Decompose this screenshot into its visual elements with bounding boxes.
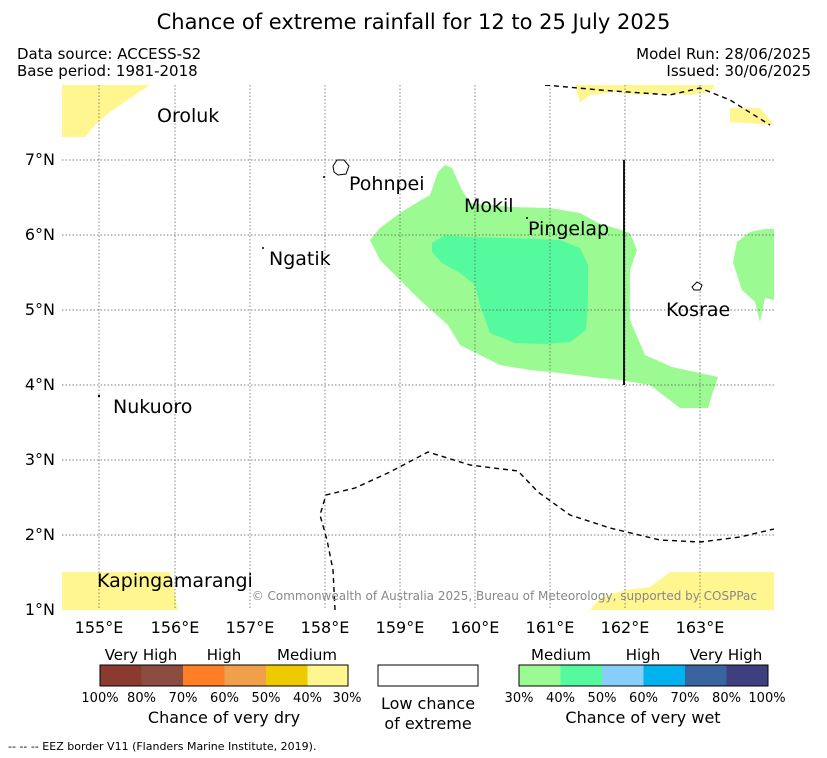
legend-dry-swatch bbox=[224, 665, 266, 686]
legend-dry-very-high: Very High bbox=[105, 646, 178, 664]
dry-region-northwest bbox=[62, 85, 150, 137]
legend-dry-swatch bbox=[100, 665, 142, 686]
lon-label: 162°E bbox=[601, 618, 650, 637]
legend-wet-title: Chance of very wet bbox=[565, 708, 720, 727]
lat-label: 7°N bbox=[25, 150, 55, 169]
dry-region-southwest bbox=[62, 572, 178, 610]
lat-label: 4°N bbox=[25, 375, 55, 394]
dry-region-northeast bbox=[575, 85, 715, 103]
mokil-dot bbox=[526, 217, 528, 219]
legend-dry-swatch bbox=[183, 665, 225, 686]
legend-dry-pct: 30% bbox=[333, 691, 362, 706]
lat-label: 3°N bbox=[25, 450, 55, 469]
legend-dry-pct: 70% bbox=[169, 691, 198, 706]
lon-label: 160°E bbox=[451, 618, 500, 637]
place-oroluk: Oroluk bbox=[157, 105, 219, 127]
legend-dry-pct: 40% bbox=[293, 691, 322, 706]
legend-low-line1: Low chance bbox=[381, 694, 475, 713]
lat-label: 6°N bbox=[25, 225, 55, 244]
longitude-labels: 155°E 156°E 157°E 158°E 159°E 160°E 161°… bbox=[75, 618, 725, 637]
legend-dry-swatch bbox=[141, 665, 183, 686]
model-run-text: Model Run: 28/06/2025 bbox=[636, 45, 811, 63]
legend-wet-pct: 100% bbox=[748, 691, 785, 706]
lon-label: 155°E bbox=[75, 618, 124, 637]
lon-label: 156°E bbox=[151, 618, 200, 637]
dry-region-east-small bbox=[730, 108, 774, 125]
legend-low: Low chance of extreme bbox=[377, 664, 479, 733]
wet-region-40pct bbox=[432, 235, 588, 344]
legend-dry-high: High bbox=[207, 646, 241, 664]
legend-wet-medium: Medium bbox=[531, 646, 591, 664]
legend-wet-pct: 80% bbox=[712, 691, 741, 706]
legend-dry-frame bbox=[99, 664, 349, 687]
place-ngatik: Ngatik bbox=[269, 248, 331, 270]
pohnpei-island bbox=[332, 159, 350, 176]
issued-text: Issued: 30/06/2025 bbox=[666, 62, 811, 80]
legend-wet-pct: 40% bbox=[546, 691, 575, 706]
legend-wet-high: High bbox=[626, 646, 660, 664]
lat-label: 2°N bbox=[25, 525, 55, 544]
dry-region-southeast bbox=[590, 572, 774, 610]
place-kapingamarangi: Kapingamarangi bbox=[97, 570, 253, 592]
data-source-text: Data source: ACCESS-S2 bbox=[17, 45, 202, 63]
legend-wet-pct: 50% bbox=[588, 691, 617, 706]
meta-left: Data source: ACCESS-S2 Base period: 1981… bbox=[17, 46, 201, 80]
eez-borders bbox=[319, 85, 774, 610]
kosrae-island bbox=[691, 281, 703, 291]
nukuoro-dot bbox=[97, 394, 101, 398]
map-gridlines bbox=[62, 85, 774, 610]
legend-low-line2: of extreme bbox=[384, 714, 471, 733]
legend-dry-title: Chance of very dry bbox=[148, 708, 300, 727]
map-title: Chance of extreme rainfall for 12 to 25 … bbox=[156, 10, 671, 34]
legend-wet-swatch bbox=[602, 665, 644, 686]
lon-label: 161°E bbox=[526, 618, 575, 637]
legend-dry-pct: 80% bbox=[127, 691, 156, 706]
legend-wet-swatch bbox=[560, 665, 602, 686]
place-pohnpei: Pohnpei bbox=[349, 173, 425, 195]
legend-dry-pct: 50% bbox=[252, 691, 281, 706]
meta-right: Model Run: 28/06/2025 Issued: 30/06/2025 bbox=[636, 46, 811, 80]
legend-wet-very-high: Very High bbox=[690, 646, 763, 664]
legend-wet-swatch bbox=[519, 665, 561, 686]
legend-dry-pct: 100% bbox=[81, 691, 118, 706]
lon-label: 158°E bbox=[301, 618, 350, 637]
lat-label: 5°N bbox=[25, 300, 55, 319]
legend-wet-pct: 60% bbox=[629, 691, 658, 706]
pohnpei-dot bbox=[323, 176, 325, 178]
legend-dry-swatch bbox=[307, 665, 349, 686]
legend-wet-pct: 30% bbox=[505, 691, 534, 706]
lon-label: 157°E bbox=[226, 618, 275, 637]
legend-wet: Medium High Very High 30% 40% 50% 60% 70… bbox=[505, 646, 786, 727]
legend-wet-pct: 70% bbox=[671, 691, 700, 706]
legend-dry-swatch bbox=[266, 665, 308, 686]
lat-label: 1°N bbox=[25, 600, 55, 619]
lon-label: 163°E bbox=[676, 618, 725, 637]
legend-dry-pct: 60% bbox=[210, 691, 239, 706]
place-kosrae: Kosrae bbox=[666, 299, 730, 321]
legend-dry: Very High High Medium 100% 80% 70% 60% 5… bbox=[81, 646, 361, 727]
ngatik-dot bbox=[262, 247, 264, 249]
legend-low-swatch bbox=[377, 664, 479, 687]
legend-wet-swatch bbox=[685, 665, 727, 686]
eez-border-north bbox=[544, 85, 771, 126]
legend-wet-swatch bbox=[726, 665, 768, 686]
eez-footnote: -- -- -- EEZ border V11 (Flanders Marine… bbox=[8, 740, 317, 753]
map-plot-area: Oroluk Pohnpei Mokil Pingelap Ngatik Kos… bbox=[62, 85, 774, 610]
legend-wet-frame bbox=[518, 664, 769, 687]
eez-border-south bbox=[319, 451, 774, 610]
latitude-labels: 1°N 2°N 3°N 4°N 5°N 6°N 7°N bbox=[25, 150, 55, 619]
place-pingelap: Pingelap bbox=[528, 218, 609, 240]
wet-region-east-medium bbox=[733, 229, 774, 322]
legend-dry-medium: Medium bbox=[277, 646, 337, 664]
place-mokil: Mokil bbox=[464, 195, 514, 217]
place-nukuoro: Nukuoro bbox=[113, 396, 192, 418]
base-period-text: Base period: 1981-2018 bbox=[17, 62, 198, 80]
lon-label: 159°E bbox=[376, 618, 425, 637]
legend-wet-swatch bbox=[643, 665, 685, 686]
copyright-text: © Commonwealth of Australia 2025, Bureau… bbox=[252, 589, 757, 603]
